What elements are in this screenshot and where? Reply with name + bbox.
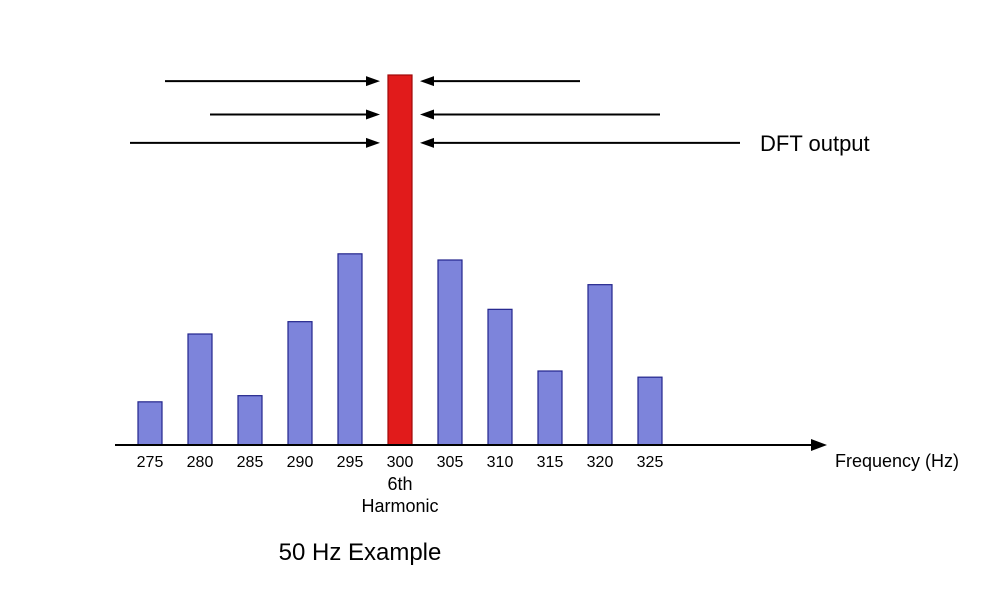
xtick-290: 290 [287,454,314,471]
bar-325 [638,377,662,445]
guide-arrow-left-1 [366,109,380,119]
xtick-310: 310 [487,454,514,471]
x-axis-arrowhead [811,439,827,451]
bar-280 [188,334,212,445]
xtick-305: 305 [437,454,464,471]
dft-output-label: DFT output [760,131,870,156]
guide-arrow-right-1 [420,109,434,119]
bar-310 [488,309,512,445]
xtick-325: 325 [637,454,664,471]
chart-title: 50 Hz Example [279,539,442,566]
chart-container: 275 280 285 290 295 300 305 310 315 320 325 Frequen… [0,0,982,589]
guide-arrow-left-0 [366,76,380,86]
xtick-300: 300 [387,454,414,471]
center-caption-line2: Harmonic [361,496,438,516]
xtick-275: 275 [137,454,164,471]
x-axis-label: Frequency (Hz) [835,451,959,471]
bar-285 [238,396,262,445]
guide-arrow-right-0 [420,76,434,86]
bar-315 [538,371,562,445]
center-caption-line1: 6th [387,474,412,494]
bar-320 [588,285,612,445]
xtick-285: 285 [237,454,264,471]
xtick-320: 320 [587,454,614,471]
bar-295 [338,254,362,445]
bar-300 [388,75,412,445]
bar-305 [438,260,462,445]
bar-chart-svg: 275 280 285 290 295 300 305 310 315 320 325 Frequen… [0,0,982,589]
bar-275 [138,402,162,445]
xtick-295: 295 [337,454,364,471]
guide-arrow-left-2 [366,138,380,148]
guide-arrow-right-2 [420,138,434,148]
xtick-315: 315 [537,454,564,471]
xtick-280: 280 [187,454,214,471]
bar-290 [288,322,312,445]
